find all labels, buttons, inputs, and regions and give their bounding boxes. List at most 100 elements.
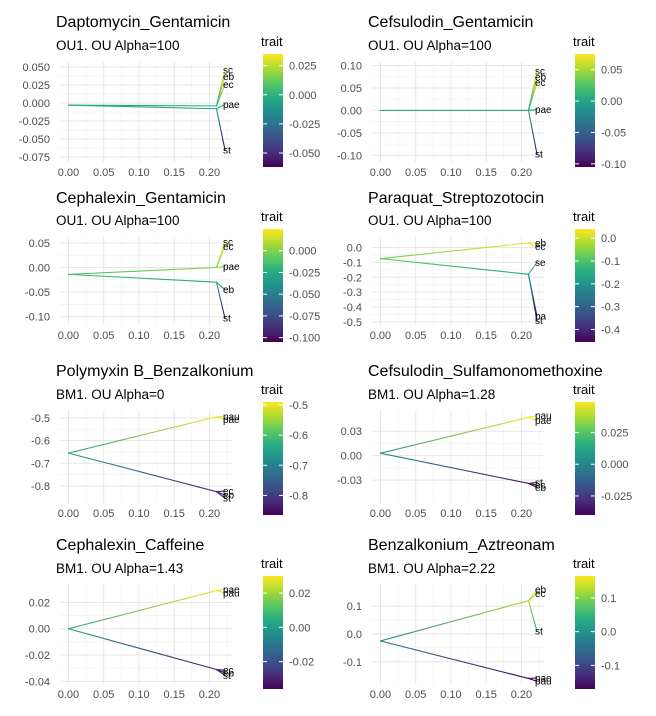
y-tick-label: -0.7 [31,458,50,470]
y-tick-label: -0.10 [337,150,362,162]
tip-label: st [535,627,543,638]
y-tick-label: 0.025 [22,80,50,92]
y-tick-label: -0.5 [31,413,50,425]
panel-title: Paraquat_Streptozotocin [368,190,544,207]
y-tick-label: 0.0 [347,242,362,254]
colorbar [263,229,283,342]
x-tick-label: 0.20 [511,167,532,179]
x-tick-label: 0.10 [128,330,149,342]
tree-branch [380,259,528,275]
legend-title: trait [261,34,283,49]
y-tick-label: 0.05 [29,238,50,250]
colorbar-tick-label: 0.025 [601,427,629,439]
tip-label: pae [223,415,240,426]
colorbar-tick-label: 0.000 [289,90,317,102]
tree-branch [528,110,536,153]
x-tick-label: 0.20 [511,508,532,520]
panel-subtitle: OU1. OU Alpha=100 [56,38,179,53]
x-tick-label: 0.10 [440,330,461,342]
x-tick-label: 0.10 [128,167,149,179]
tip-label: ec [535,242,546,253]
tip-label: pae [223,262,240,273]
colorbar-tick-label: -0.050 [289,148,320,160]
y-tick-label: 0.00 [29,262,50,274]
y-tick-label: -0.05 [337,128,362,140]
tree-branch [68,417,216,453]
colorbar-tick-label: -0.050 [289,289,320,301]
tip-label: ec [223,80,234,91]
y-tick-label: -0.3 [343,287,362,299]
x-tick-label: 0.20 [199,330,220,342]
tip-label: st [223,314,231,325]
panel-subtitle: OU1. OU Alpha=100 [56,213,179,228]
x-tick-label: 0.20 [199,167,220,179]
x-tick-label: 0.00 [58,689,79,701]
colorbar [575,402,595,515]
x-tick-label: 0.10 [440,167,461,179]
colorbar-tick-label: 0.00 [601,96,622,108]
colorbar [575,229,595,342]
y-tick-label: 0.00 [29,624,50,636]
colorbar-tick-label: 0.000 [289,246,317,258]
x-tick-label: 0.05 [405,508,426,520]
colorbar-tick-label: -0.8 [289,490,308,502]
colorbar-tick-label: -0.7 [289,460,308,472]
panel-title: Cefsulodin_Gentamicin [368,14,533,31]
tip-label: st [223,671,231,682]
x-tick-label: 0.20 [199,689,220,701]
legend-title: trait [573,209,595,224]
tip-label: ec [223,242,234,253]
colorbar-tick-label: 0.0 [601,233,616,245]
colorbar-tick-label: -0.025 [601,491,632,503]
colorbar-tick-label: 0.02 [289,588,310,600]
x-tick-label: 0.00 [370,167,391,179]
x-tick-label: 0.10 [128,689,149,701]
x-tick-label: 0.00 [58,330,79,342]
tip-label: pae [223,100,240,111]
tip-label: st [535,316,543,327]
colorbar-tick-label: -0.075 [289,311,320,323]
y-tick-label: -0.05 [25,287,50,299]
tree-branch [380,453,528,483]
legend-title: trait [573,382,595,397]
colorbar-tick-label: -0.4 [601,324,620,336]
y-tick-label: 0.0 [347,629,362,641]
tip-label: pae [535,105,552,116]
colorbar [575,576,595,689]
colorbar-tick-label: -0.1 [601,256,620,268]
colorbar-tick-label: -0.025 [289,119,320,131]
x-tick-label: 0.00 [58,508,79,520]
y-tick-label: -0.025 [19,116,50,128]
x-tick-label: 0.15 [163,167,184,179]
colorbar-tick-label: -0.02 [289,657,314,669]
panel-subtitle: OU1. OU Alpha=100 [368,38,491,53]
x-tick-label: 0.05 [405,330,426,342]
tip-label: pau [535,677,552,688]
panel-title: Cephalexin_Gentamicin [56,190,226,207]
colorbar-tick-label: -0.1 [601,660,620,672]
colorbar-tick-label: -0.6 [289,430,308,442]
panel-2: Cefsulodin_Gentamicin OU1. OU Alpha=100 0.… [337,14,626,179]
y-tick-label: -0.075 [19,152,50,164]
panel-subtitle: BM1. OU Alpha=0 [56,387,164,402]
x-tick-label: 0.00 [58,167,79,179]
legend-title: trait [261,382,283,397]
y-tick-label: -0.4 [343,302,362,314]
x-tick-label: 0.05 [405,167,426,179]
x-tick-label: 0.20 [511,689,532,701]
legend-title: trait [573,556,595,571]
colorbar-tick-label: -0.100 [289,333,320,345]
x-tick-label: 0.05 [405,689,426,701]
x-tick-label: 0.15 [475,689,496,701]
x-tick-label: 0.00 [370,508,391,520]
x-tick-label: 0.20 [199,508,220,520]
y-tick-label: -0.03 [337,475,362,487]
colorbar-tick-label: -0.5 [289,400,308,412]
colorbar-tick-label: 0.05 [601,65,622,77]
x-tick-label: 0.10 [128,508,149,520]
tip-label: se [535,258,546,269]
tree-branch [68,267,216,274]
tip-label: ec [535,78,546,89]
y-tick-label: 0.1 [347,601,362,613]
